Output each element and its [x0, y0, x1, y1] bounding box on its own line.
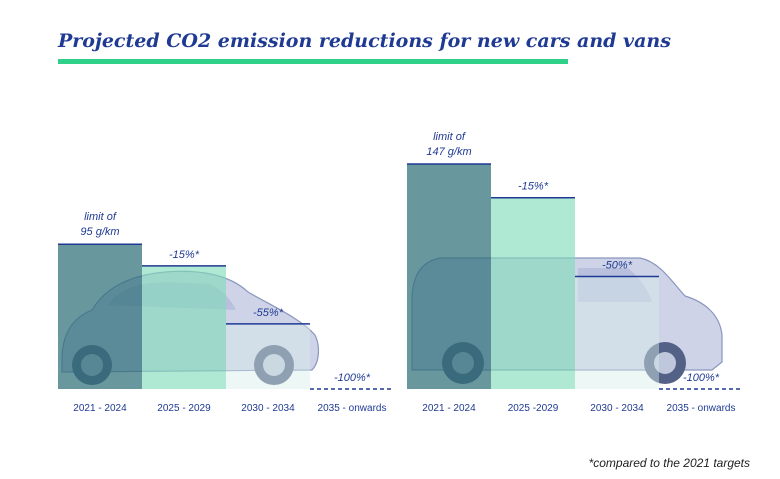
vans-reduction-label-3: -50%* — [602, 259, 633, 271]
vans-reduction-label-2: -15%* — [518, 181, 549, 193]
car-rear-hub — [263, 354, 285, 376]
cars-limit-label-line1: limit of — [84, 211, 117, 223]
cars-bar-1 — [58, 244, 142, 389]
vans-limit-label-line1: limit of — [433, 131, 466, 143]
cars-category-label-2: 2025 - 2029 — [157, 403, 211, 414]
cars-category-label-4: 2035 - onwards — [318, 403, 387, 414]
vans-bar-1 — [407, 163, 491, 389]
vans-limit-label-line2: 147 g/km — [426, 146, 471, 158]
van-rear-hub — [654, 352, 676, 374]
vans-category-label-1: 2021 - 2024 — [422, 403, 476, 414]
cars-reduction-label-4: -100%* — [334, 372, 371, 384]
title-underline — [58, 59, 568, 64]
vans-category-label-4: 2035 - onwards — [667, 403, 736, 414]
cars-category-label-3: 2030 - 2034 — [241, 403, 295, 414]
cars-bar-3 — [226, 323, 310, 389]
cars-category-label-1: 2021 - 2024 — [73, 403, 127, 414]
vans-bar-3 — [575, 276, 659, 389]
cars-reduction-label-2: -15%* — [169, 249, 200, 261]
cars-limit-label-line2: 95 g/km — [80, 226, 119, 238]
cars-reduction-label-3: -55%* — [253, 307, 284, 319]
chart-title: Projected CO2 emission reductions for ne… — [58, 30, 671, 52]
cars-bar-2 — [142, 265, 226, 389]
footnote: *compared to the 2021 targets — [588, 456, 750, 470]
vans-bar-2 — [491, 197, 575, 389]
vans-category-label-3: 2030 - 2034 — [590, 403, 644, 414]
bars-layer: 2021 - 2024 limit of 95 g/km 2025 - 2029 -15… — [58, 131, 743, 414]
vans-reduction-label-4: -100%* — [683, 372, 720, 384]
vans-category-label-2: 2025 -2029 — [508, 403, 559, 414]
